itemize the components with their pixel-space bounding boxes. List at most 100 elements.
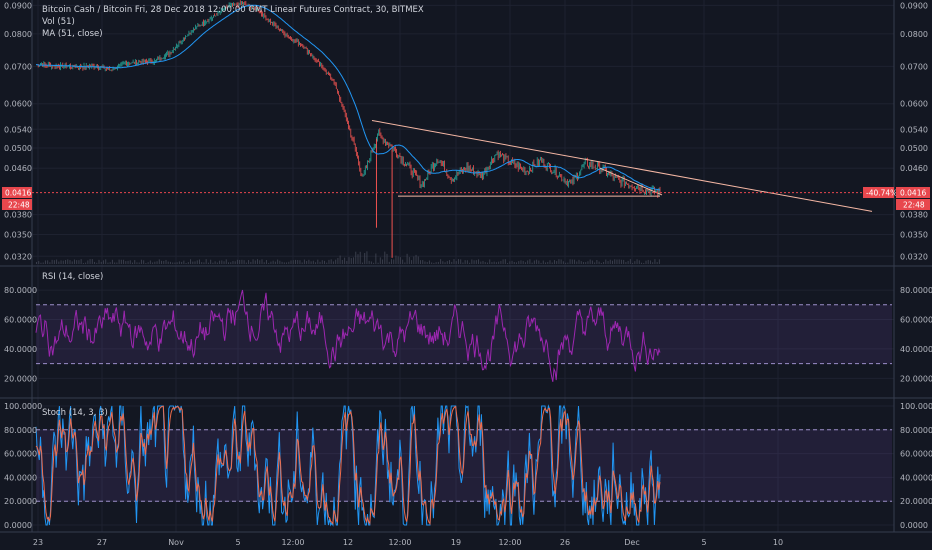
volume-bar — [529, 259, 531, 264]
rsi-tick-left: 20.0000 — [4, 374, 37, 383]
legend-stoch[interactable]: Stoch (14, 3, 3) — [42, 408, 108, 418]
volume-bar — [134, 260, 136, 264]
volume-bar — [361, 262, 363, 264]
volume-bar — [40, 262, 42, 264]
y-tick-label-right: 0.0350 — [900, 231, 928, 240]
price-axis-right[interactable]: 0.0900 0.0800 0.0700 0.0600 0.0540 0.0500 0.04… — [900, 1, 928, 261]
volume-bar — [152, 262, 154, 264]
y-tick-label-right: 0.0540 — [900, 125, 928, 134]
volume-bar — [433, 262, 435, 264]
volume-bar — [176, 262, 178, 264]
volume-bar — [210, 259, 212, 264]
volume-bar — [127, 260, 129, 264]
volume-bar — [567, 262, 569, 264]
volume-bar — [507, 262, 509, 264]
trendlines[interactable] — [371, 119, 873, 212]
volume-bar — [574, 259, 576, 264]
volume-bar — [125, 261, 127, 264]
volume-bar — [190, 259, 192, 264]
volume-bar — [397, 256, 399, 264]
volume-bar — [205, 259, 207, 264]
volume-bar — [538, 260, 540, 264]
volume-bar — [53, 260, 55, 264]
volume-bar — [263, 262, 265, 264]
volume-bar — [252, 259, 254, 264]
volume-bar — [645, 260, 647, 264]
stoch-d-line — [35, 405, 661, 526]
volume-bar — [654, 259, 656, 264]
volume-bar — [594, 262, 596, 264]
volume-bar — [129, 260, 131, 264]
volume-bar — [489, 259, 491, 264]
y-tick-label-left: 0.0540 — [4, 125, 32, 134]
volume-bar — [324, 260, 325, 264]
time-axis[interactable]: 23 27 Nov 5 12:00 12 12:00 19 12:00 26 Dec 5 10 — [33, 538, 783, 547]
volume-bar — [623, 259, 625, 264]
volume-bar — [649, 260, 651, 264]
legend-rsi[interactable]: RSI (14, close) — [42, 272, 103, 282]
stoch-tick-left: 100.0000 — [4, 402, 42, 411]
volume-bar — [638, 260, 640, 264]
stoch-tick-right: 80.0000 — [900, 426, 932, 435]
volume-bar — [636, 259, 638, 264]
volume-bar — [632, 262, 634, 264]
volume-bar — [466, 260, 468, 264]
volume-bar — [656, 262, 658, 264]
y-tick-label-right: 0.0800 — [900, 30, 928, 39]
volume-bar — [518, 261, 520, 264]
stoch-tick-right: 100.0000 — [900, 402, 932, 411]
volume-bar — [437, 261, 439, 264]
y-tick-label-left: 0.0320 — [4, 252, 32, 261]
volume-bar — [187, 262, 189, 264]
volume-bar — [132, 262, 133, 264]
volume-bar — [270, 261, 272, 264]
volume-bar — [161, 260, 163, 264]
stoch-tick-right: 40.0000 — [900, 473, 932, 482]
volume-bar — [225, 259, 227, 264]
volume-bar — [446, 261, 448, 264]
volume-bar — [498, 261, 500, 264]
volume-bar — [426, 261, 428, 264]
volume-bar — [223, 261, 225, 264]
volume-bar — [228, 262, 229, 264]
volume-bar — [268, 262, 270, 264]
volume-bar — [382, 259, 384, 264]
volume-bar — [545, 262, 547, 264]
volume-bar — [379, 257, 381, 264]
volume-bar — [65, 259, 67, 264]
trendline-short — [599, 167, 663, 196]
volume-bar — [533, 260, 535, 264]
trendline-descending — [371, 119, 873, 212]
volume-bar — [473, 260, 475, 264]
volume-bar — [58, 261, 60, 264]
price-tag-left-text: 0.0416 — [5, 189, 31, 198]
volume-bar — [265, 259, 267, 264]
volume-bar — [194, 261, 196, 264]
volume-bar — [292, 260, 294, 264]
legend-ma[interactable]: MA (51, close) — [42, 29, 103, 39]
volume-bar — [232, 260, 234, 264]
volume-bar — [607, 261, 609, 264]
volume-bar — [629, 259, 631, 264]
stoch-tick-left: 80.0000 — [4, 426, 37, 435]
volume-bar — [283, 262, 285, 264]
ma-line — [36, 4, 661, 191]
volume-bar — [120, 259, 122, 264]
y-tick-label-left: 0.0350 — [4, 231, 32, 240]
volume-bar — [156, 261, 158, 264]
volume-bar — [183, 260, 185, 264]
legend-volume[interactable]: Vol (51) — [42, 17, 75, 27]
volume-bar — [609, 259, 611, 264]
price-axis-left[interactable]: 0.0900 0.0800 0.0700 0.0600 0.0540 0.0500 0.04… — [4, 1, 32, 261]
volume-bar — [464, 260, 466, 264]
volume-bar — [578, 259, 580, 264]
volume-bar — [582, 262, 584, 264]
volume-bar — [442, 261, 444, 264]
volume-bar — [571, 259, 573, 264]
volume-bar — [214, 261, 216, 264]
volume-bar — [641, 262, 643, 264]
volume-bar — [495, 262, 497, 264]
volume-bar — [587, 261, 589, 264]
